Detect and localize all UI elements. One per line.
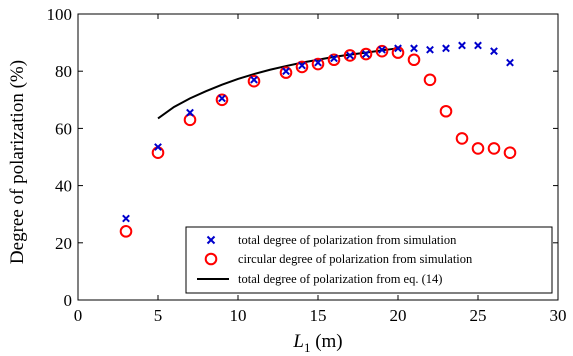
y-tick-label: 40 (55, 177, 72, 196)
y-tick-label: 20 (55, 234, 72, 253)
total-dop-point (330, 54, 338, 63)
circular-dop-point (119, 225, 133, 238)
circular-dop-point (407, 53, 421, 67)
total-dop-point (426, 45, 434, 54)
x-tick-label: 0 (74, 306, 83, 325)
x-axis-label-subscript: 1 (304, 340, 311, 355)
legend-label-circular-sim: circular degree of polarization from sim… (238, 252, 473, 266)
x-axis-label-unit: (m) (310, 331, 342, 352)
circular-dop-point (455, 132, 469, 145)
total-dop-point (362, 50, 370, 58)
legend-label-total-sim: total degree of polarization from simula… (238, 233, 457, 247)
y-axis-label: Degree of polarization (%) (7, 60, 28, 264)
y-tick-label: 80 (55, 62, 72, 81)
circular-dop-point (439, 104, 453, 118)
x-tick-label: 30 (550, 306, 567, 325)
x-axis-label: L1 (m) (292, 331, 342, 355)
x-tick-label: 10 (230, 306, 247, 325)
total-dop-point (218, 94, 226, 103)
x-tick-label: 20 (390, 306, 407, 325)
y-tick-label: 60 (55, 119, 72, 138)
total-dop-point (298, 61, 306, 70)
circular-dop-point (311, 57, 325, 71)
axes-layer: 0 5 10 15 20 25 30 0 20 40 60 80 100 (47, 5, 567, 325)
circular-dop-point (471, 142, 485, 155)
circular-dop-point (215, 93, 229, 107)
series-line-eq14 (157, 47, 399, 120)
total-dop-point (474, 41, 482, 50)
x-tick-label: 25 (470, 306, 487, 325)
circular-dop-point (295, 60, 309, 74)
x-tick-label: 15 (310, 306, 327, 325)
total-dop-point (154, 143, 162, 151)
total-dop-point (378, 45, 386, 54)
total-dop-point (314, 58, 322, 67)
legend-marker-total-sim (206, 235, 216, 245)
circular-dop-point (327, 53, 341, 67)
total-dop-point (458, 41, 466, 50)
legend: total degree of polarization from simula… (185, 226, 553, 294)
circular-dop-point (359, 47, 373, 61)
total-dop-point (250, 75, 258, 84)
y-tick-label: 100 (47, 5, 73, 24)
legend-box (185, 226, 553, 294)
legend-label-eq14: total degree of polarization from eq. (1… (238, 272, 442, 286)
legend-marker-circular-sim (204, 252, 218, 266)
circular-dop-point (279, 66, 293, 79)
total-dop-point (506, 58, 514, 67)
circular-dop-point (375, 44, 389, 58)
x-axis-label-main: L (292, 331, 304, 352)
total-dop-point (346, 51, 354, 60)
plot-layer (119, 41, 517, 238)
total-dop-point (122, 214, 130, 223)
total-dop-point (442, 44, 450, 53)
circular-dop-point (503, 146, 517, 160)
total-dop-point (282, 67, 290, 76)
circular-dop-point (487, 142, 501, 155)
total-dop-point (410, 44, 418, 53)
circular-dop-point (151, 146, 165, 160)
total-dop-point (490, 47, 498, 56)
circular-dop-point (247, 74, 261, 88)
circular-dop-point (343, 49, 357, 62)
total-dop-point (186, 108, 194, 117)
total-dop-point (394, 44, 402, 53)
x-tick-label: 5 (154, 306, 163, 325)
circular-dop-point (423, 73, 437, 87)
circular-dop-point (183, 113, 197, 127)
y-tick-label: 0 (64, 291, 73, 310)
